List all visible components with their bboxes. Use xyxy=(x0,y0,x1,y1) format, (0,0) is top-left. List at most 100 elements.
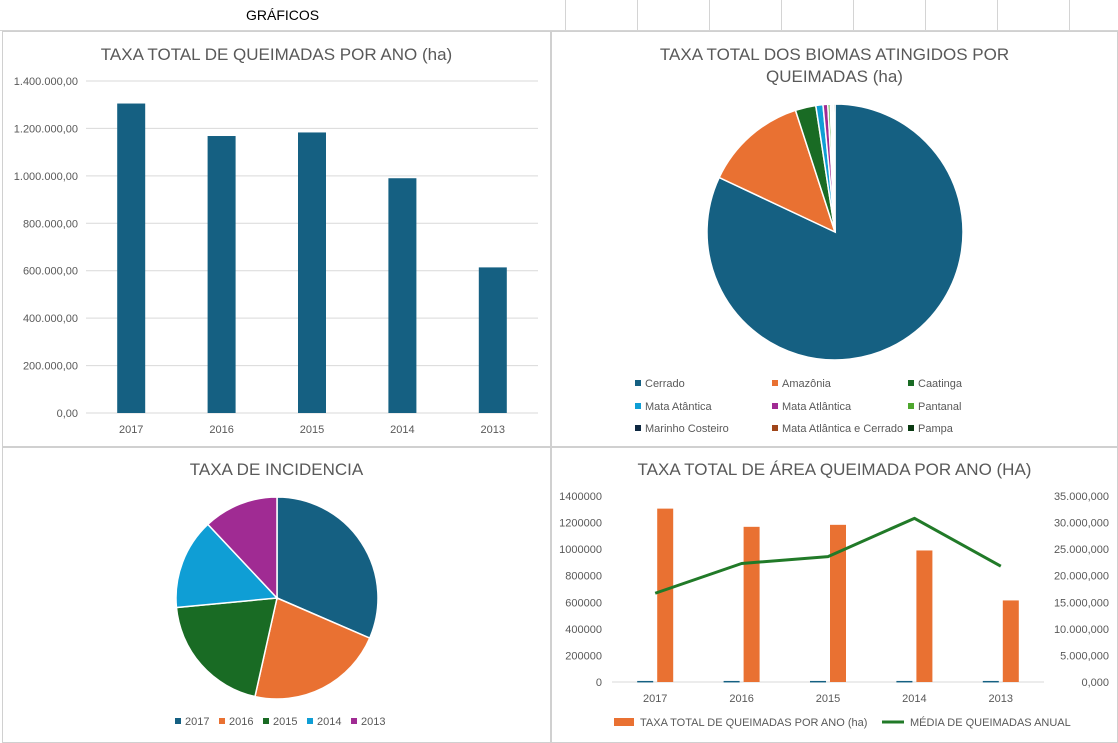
header-cell[interactable] xyxy=(637,0,638,30)
y-left-tick-label: 200000 xyxy=(565,650,602,662)
legend-label: 2014 xyxy=(317,716,341,728)
pie-slice xyxy=(175,523,279,609)
pie-slice xyxy=(254,596,371,700)
pie-slice xyxy=(832,103,836,233)
legend-swatch xyxy=(263,718,269,724)
legend-swatch xyxy=(635,380,641,386)
bar-series-a xyxy=(982,680,999,683)
legend-swatch xyxy=(307,718,313,724)
bar-series-a xyxy=(810,680,826,683)
header-cell[interactable] xyxy=(565,0,566,30)
pie-chart-svg: Cerrado Amazônia Caatinga Mata Atântica Mata… xyxy=(635,103,964,435)
legend-swatch xyxy=(908,403,914,409)
x-tick-label: 2017 xyxy=(643,693,667,705)
y-right-tick-label: 0,000 xyxy=(1081,677,1109,689)
legend-swatch xyxy=(908,380,914,386)
sheet-title: GRÁFICOS xyxy=(246,7,320,23)
line-series xyxy=(654,516,1002,595)
header-cell[interactable] xyxy=(1069,0,1070,30)
legend-label: Mata Atântica xyxy=(645,401,713,413)
bar-series-a xyxy=(637,680,654,683)
bar-series-a xyxy=(896,680,913,683)
x-tick-label: 2017 xyxy=(119,424,143,436)
bar xyxy=(388,178,417,413)
y-right-tick-label: 5.000,000 xyxy=(1060,650,1109,662)
legend-label: 2017 xyxy=(185,716,209,728)
y-right-tick-label: 25.000,000 xyxy=(1054,544,1109,556)
y-right-tick-label: 20.000,000 xyxy=(1054,571,1109,583)
header-cell[interactable] xyxy=(781,0,782,30)
chart-title: TAXA DE INCIDENCIA xyxy=(189,460,364,479)
bar-series-b xyxy=(1002,600,1019,682)
y-tick-label: 800.000,00 xyxy=(23,218,78,230)
chart-panel-area-combo[interactable]: TAXA TOTAL DE ÁREA QUEIMADA POR ANO (HA)… xyxy=(551,447,1118,743)
bar xyxy=(298,132,326,413)
legend-swatch xyxy=(772,380,778,386)
x-tick-label: 2013 xyxy=(989,693,1013,705)
legend-swatch xyxy=(219,718,225,724)
chart-title: TAXA TOTAL DE ÁREA QUEIMADA POR ANO (HA) xyxy=(637,460,1032,479)
y-left-tick-label: 600000 xyxy=(565,597,602,609)
bar-series-b xyxy=(743,526,760,682)
x-tick-label: 2014 xyxy=(902,693,926,705)
header-cell[interactable] xyxy=(997,0,998,30)
legend-label: Pampa xyxy=(918,423,954,435)
legend-swatch xyxy=(908,425,914,431)
y-tick-label: 400.000,00 xyxy=(23,313,78,325)
bar xyxy=(207,136,236,413)
legend-label: Caatinga xyxy=(918,378,963,390)
legend-swatch xyxy=(614,718,634,726)
header-cell[interactable] xyxy=(925,0,926,30)
legend-label: Amazônia xyxy=(782,378,832,390)
header-cell[interactable] xyxy=(709,0,710,30)
chart-panel-burn-per-year[interactable]: TAXA TOTAL DE QUEIMADAS POR ANO (ha) 0,0… xyxy=(2,31,551,447)
chart-panel-biomes[interactable]: TAXA TOTAL DOS BIOMAS ATINGIDOS POR QUEI… xyxy=(551,31,1118,447)
pie-chart-svg: 2017 2016 2015 2014 2013 xyxy=(175,496,385,728)
legend-swatch xyxy=(635,425,641,431)
x-tick-label: 2013 xyxy=(481,424,505,436)
bar-series-a xyxy=(723,680,740,683)
legend-swatch xyxy=(351,718,357,724)
pie-slice xyxy=(206,496,278,600)
legend-label: Marinho Costeiro xyxy=(645,423,729,435)
x-tick-label: 2015 xyxy=(300,424,324,436)
pie-slice xyxy=(276,496,379,640)
chart-panel-incidence[interactable]: TAXA DE INCIDENCIA 2017 2016 2015 2014 2013 xyxy=(2,447,551,743)
legend-label: Mata Atlântica e Cerrado xyxy=(782,423,903,435)
bar xyxy=(478,267,507,413)
legend-label: 2013 xyxy=(361,716,385,728)
legend-swatch xyxy=(635,403,641,409)
y-left-tick-label: 1000000 xyxy=(559,544,602,556)
y-tick-label: 200.000,00 xyxy=(23,361,78,373)
y-left-tick-label: 1200000 xyxy=(559,518,602,530)
pie-slice xyxy=(175,597,278,698)
legend-label: Pantanal xyxy=(918,401,961,413)
legend-label: Cerrado xyxy=(645,378,685,390)
legend-label: Mata Atlântica xyxy=(782,401,852,413)
x-tick-label: 2016 xyxy=(209,424,233,436)
legend-label: TAXA TOTAL DE QUEIMADAS POR ANO (ha) xyxy=(640,717,867,729)
x-tick-label: 2014 xyxy=(390,424,414,436)
x-tick-label: 2015 xyxy=(816,693,840,705)
legend-label: 2016 xyxy=(229,716,253,728)
y-tick-label: 1.200.000,00 xyxy=(14,123,78,135)
y-right-tick-label: 30.000,000 xyxy=(1054,518,1109,530)
legend-label: 2015 xyxy=(273,716,297,728)
y-tick-label: 1.000.000,00 xyxy=(14,171,78,183)
combo-chart-svg: 0 200000 400000 600000 800000 1000000 1200000 1… xyxy=(559,491,1109,729)
legend-swatch xyxy=(772,425,778,431)
pie-slice xyxy=(718,109,837,234)
y-left-tick-label: 400000 xyxy=(565,624,602,636)
chart-title: TAXA TOTAL DE QUEIMADAS POR ANO (ha) xyxy=(100,45,453,64)
sheet-header-row: GRÁFICOS xyxy=(0,0,1118,31)
y-tick-label: 0,00 xyxy=(57,408,78,420)
bar-chart-svg: 0,00 200.000,00 400.000,00 600.000,00 800.00… xyxy=(14,76,538,436)
pie-slice xyxy=(706,103,964,361)
bar xyxy=(117,103,146,414)
y-right-tick-label: 10.000,000 xyxy=(1054,624,1109,636)
legend-label: MÉDIA DE QUEIMADAS ANUAL xyxy=(910,716,1071,729)
chart-title: TAXA TOTAL DOS BIOMAS ATINGIDOS POR QUEI… xyxy=(659,45,1010,86)
header-cell[interactable] xyxy=(853,0,854,30)
bar-series-b xyxy=(657,508,674,682)
y-tick-label: 600.000,00 xyxy=(23,266,78,278)
